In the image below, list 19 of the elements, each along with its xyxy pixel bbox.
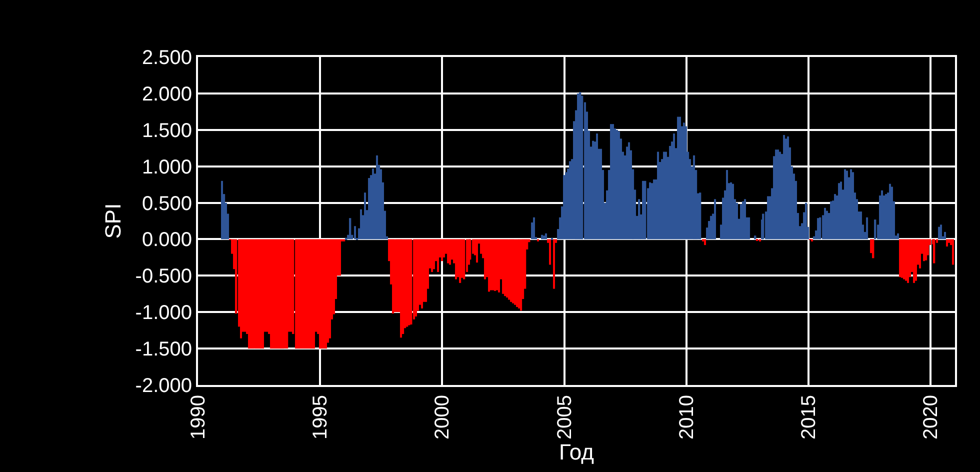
- y-tick-label: 0.500: [142, 192, 192, 215]
- x-axis-title: Год: [558, 440, 594, 464]
- x-tick-label: 2010: [676, 395, 698, 440]
- y-tick-label: -2.000: [135, 375, 192, 397]
- x-tick-label: 2000: [432, 395, 454, 440]
- y-tick-label: 2.500: [142, 47, 192, 69]
- x-tick-label: 1990: [188, 395, 210, 440]
- x-tick-label: 1995: [310, 395, 332, 440]
- y-tick-label: 0.000: [142, 229, 192, 252]
- y-tick-label: -1.000: [135, 302, 192, 324]
- y-axis-title: SPI: [100, 203, 126, 239]
- y-tick-label: -0.500: [135, 266, 192, 288]
- y-tick-label: -1.500: [135, 338, 192, 361]
- x-tick-label: 2005: [554, 395, 576, 440]
- x-tick-label: 2015: [798, 395, 820, 440]
- x-tick-label: 2020: [920, 395, 942, 440]
- y-tick-label: 1.000: [142, 156, 192, 178]
- y-tick-label: 2.000: [142, 83, 192, 106]
- y-tick-label: 1.500: [142, 120, 192, 142]
